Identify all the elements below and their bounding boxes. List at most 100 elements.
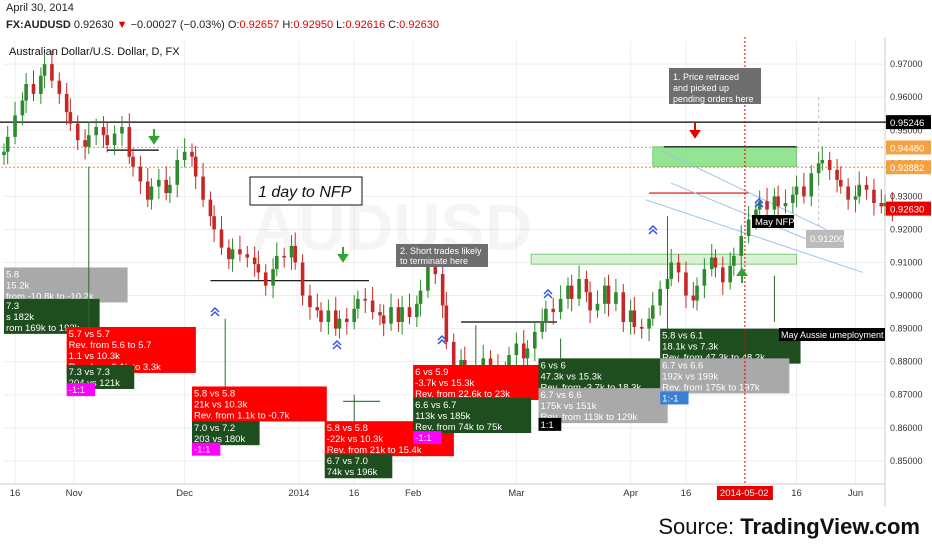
source-credit: Source: TradingView.com [658,514,920,540]
annotation-bg [538,388,668,424]
annotation-text: -1:1 [69,385,85,396]
candle-body [820,160,825,164]
chevron-up-icon [648,224,658,235]
candle-body [488,358,493,365]
annotation-text: 6 vs 5.9 [415,367,448,378]
x-tick-label: Dec [176,488,193,499]
x-tick-label: 16 [349,488,360,499]
candle-body [145,181,150,200]
annotation-text: 6 vs 6 [540,360,565,371]
candle-body [407,307,412,318]
candle-body [138,166,143,182]
symbol-label[interactable]: FX:AUDUSD [6,19,71,31]
x-tick-label: Feb [405,488,421,499]
candle-body [333,310,338,329]
price-change: −0.00027 (−0.03%) [130,19,225,31]
candle-body [632,310,637,327]
open-label: O: [227,19,240,31]
y-tick-label: 0.92000 [890,224,923,234]
up-arrow-icon [736,267,748,283]
candle-body [319,310,323,323]
candle-body [621,292,626,323]
x-tick-label: 16 [10,488,21,499]
candle-body [440,274,445,306]
annotation-text: 5.8 vs 6.1 [662,331,703,342]
candle-body [381,315,386,324]
candle-body [396,307,401,323]
candle-body [702,269,707,286]
source-prefix: Source: [658,514,741,539]
x-tick-label: Jun [848,488,863,499]
candle-body [584,279,589,293]
annotation-bg [191,386,327,422]
high-label: H: [282,19,294,31]
candle-body [245,254,250,258]
annotation-text: 21k vs 10.3k [194,399,248,410]
candle-body [695,285,699,301]
candle-body [650,305,655,319]
candle-body [190,151,194,157]
annotation-box: 1:1 [538,417,562,431]
candle-body [794,186,799,195]
candle-body [293,245,298,263]
annotation-bg [660,328,801,364]
candle-body [846,186,850,200]
candle-body [676,262,681,273]
annotation-bg [538,417,562,431]
annotation-box: -1:1 [66,383,96,397]
may-nfp-label: May NFP [755,217,795,228]
candle-body [857,184,861,197]
annotation-text: Rev. from -3.7k to 18.3k [540,382,641,393]
callout1-text: and picked up [673,83,729,93]
annotation-text: 5.8 vs 5.8 [327,423,368,434]
candle-body [219,229,224,248]
candle-body [149,186,154,200]
candle-body [540,322,544,332]
candle-body [31,83,36,94]
candle-body [853,196,858,200]
annotation-text: Rev. from 175k to 197k [662,382,760,393]
nfp-callout-box [249,176,363,206]
candle-body [227,247,231,260]
candle-body [757,201,762,210]
candle-body [415,303,419,318]
candle-body [647,318,651,329]
candle-body [75,123,80,141]
candle-body [879,202,884,207]
candle-body [208,199,213,217]
candle-body [86,135,91,147]
candle-body [525,348,530,359]
candle-body [783,202,788,207]
annotation-bg [660,391,689,405]
annotation-text: 74k vs 196k [327,467,378,478]
candle-body [127,126,132,157]
candle-body [68,112,73,124]
x-tick-label: 2014 [288,488,309,499]
candle-body [864,184,869,190]
candle-body [175,160,180,185]
annotation-text: 7.0 vs 7.2 [194,423,235,434]
annotation-text: 192k vs 199k [662,371,718,382]
change-arrow-icon: ▼ [116,19,128,31]
chevron-up-icon [543,288,553,299]
annotation-text: 7.3 [6,301,19,312]
candle-body [577,279,581,299]
annotation-text: -3.7k vs 15.3k [415,378,474,389]
candle-body [732,255,736,266]
candle-body [827,160,832,170]
annotation-text: rom 169k to 193k [6,323,80,334]
close-value: 0.92630 [399,19,439,31]
candle-body [300,262,305,296]
callout2-text: 2. Short trades likely [400,246,482,256]
annotation-text: 1:-1 [662,393,678,404]
annotation-text: 6.7 vs 7.0 [327,456,368,467]
candle-body [39,75,43,94]
candle-body [426,262,430,291]
candle-body [883,202,887,207]
